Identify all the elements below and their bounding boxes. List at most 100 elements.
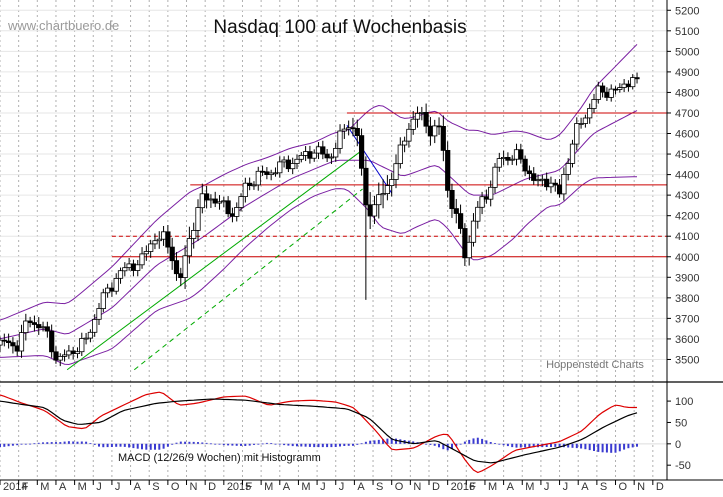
candle-up xyxy=(143,251,149,255)
month-tick-label: N xyxy=(413,481,421,492)
candle-down xyxy=(165,231,171,248)
month-tick-label: A xyxy=(357,481,365,492)
macd-histogram-bar xyxy=(80,441,83,444)
candle-down xyxy=(10,342,16,347)
candle-up xyxy=(492,166,498,188)
candle-down xyxy=(70,350,76,354)
candle-down xyxy=(27,320,33,324)
candle-up xyxy=(410,118,416,130)
candle-up xyxy=(122,267,128,272)
macd-histogram-bar xyxy=(356,443,359,445)
candle-up xyxy=(488,186,494,200)
macd-histogram-bar xyxy=(222,443,225,446)
macd-histogram-bar xyxy=(85,441,88,444)
macd-histogram-bar xyxy=(37,442,40,444)
macd-histogram-bar xyxy=(481,438,484,444)
candle-up xyxy=(621,83,627,88)
macd-histogram-bar xyxy=(240,443,242,446)
candle-down xyxy=(49,330,55,353)
price-tick-label: 4400 xyxy=(675,170,699,182)
macd-histogram-bar xyxy=(605,443,608,453)
macd-histogram-bar xyxy=(253,443,255,445)
macd-histogram-bar xyxy=(89,443,92,444)
candle-up xyxy=(630,77,636,88)
macd-histogram-bar xyxy=(623,443,626,450)
candle-up xyxy=(74,351,81,355)
candle-up xyxy=(500,156,507,159)
macd-histogram-bar xyxy=(63,441,66,444)
macd-histogram-bar xyxy=(123,443,126,447)
candle-up xyxy=(496,158,502,168)
macd-histogram-bar xyxy=(274,443,277,445)
macd-histogram-bar xyxy=(42,442,44,444)
candle-up xyxy=(100,292,106,309)
macd-histogram-bar xyxy=(468,439,471,444)
candle-up xyxy=(397,144,403,165)
candle-down xyxy=(604,91,610,98)
macd-histogram-bar xyxy=(433,443,436,446)
macd-histogram-bar xyxy=(519,443,522,448)
macd-label: MACD (12/26/9 Wochen) mit Histogramm xyxy=(118,452,321,464)
candle-up xyxy=(389,179,395,186)
candle-up xyxy=(376,194,382,206)
candle-up xyxy=(23,320,29,334)
candle-down xyxy=(285,159,292,170)
month-tick-label: D xyxy=(208,481,216,492)
month-tick-label: S xyxy=(376,481,383,492)
macd-histogram-bar xyxy=(593,443,595,451)
candle-up xyxy=(337,130,343,149)
macd-histogram-bar xyxy=(166,443,169,447)
candle-up xyxy=(311,152,317,159)
candle-down xyxy=(453,208,459,214)
macd-histogram-bar xyxy=(580,443,583,449)
macd-histogram-bar xyxy=(429,443,432,445)
candle-up xyxy=(341,128,347,132)
candle-up xyxy=(470,220,477,243)
macd-histogram-bar xyxy=(575,443,578,449)
macd-histogram-bar xyxy=(498,443,501,445)
candle-down xyxy=(6,340,12,344)
candle-up xyxy=(328,156,335,159)
macd-histogram-bar xyxy=(231,443,234,446)
candle-up xyxy=(591,99,597,109)
macd-histogram-bar xyxy=(386,438,389,444)
macd-histogram-bar xyxy=(584,443,587,450)
macd-histogram-bar xyxy=(373,440,376,444)
price-tick-label: 4700 xyxy=(675,108,699,120)
macd-histogram-bar xyxy=(472,438,475,444)
candle-down xyxy=(552,182,558,186)
month-tick-label: 2014 xyxy=(3,481,27,492)
candle-up xyxy=(160,231,167,240)
candle-up xyxy=(105,287,111,294)
candle-up xyxy=(156,238,162,242)
macd-histogram-bar xyxy=(50,442,53,444)
candle-up xyxy=(216,201,223,204)
month-tick-label: J xyxy=(320,481,326,492)
candle-up xyxy=(221,200,227,203)
candle-down xyxy=(36,324,42,329)
macd-histogram-bar xyxy=(115,443,118,447)
candle-up xyxy=(298,154,304,160)
macd-histogram-bar xyxy=(360,443,363,445)
candle-down xyxy=(247,182,253,186)
candle-up xyxy=(466,241,472,259)
macd-histogram-bar xyxy=(184,441,187,444)
candle-down xyxy=(625,83,632,88)
macd-tick-label: 100 xyxy=(675,396,693,408)
candle-down xyxy=(557,184,563,195)
macd-histogram-bar xyxy=(145,443,148,450)
price-tick-label: 3600 xyxy=(675,334,699,346)
candle-up xyxy=(199,193,205,209)
price-tick-label: 4100 xyxy=(675,231,699,243)
candle-up xyxy=(135,264,141,271)
candle-down xyxy=(449,189,455,209)
candle-up xyxy=(406,128,412,142)
trend-lines xyxy=(66,125,393,371)
macd-histogram-bar xyxy=(67,441,70,444)
macd-histogram-bar xyxy=(321,443,324,448)
candle-up xyxy=(182,255,188,279)
candle-down xyxy=(212,198,218,204)
macd-histogram-bar xyxy=(59,442,62,444)
